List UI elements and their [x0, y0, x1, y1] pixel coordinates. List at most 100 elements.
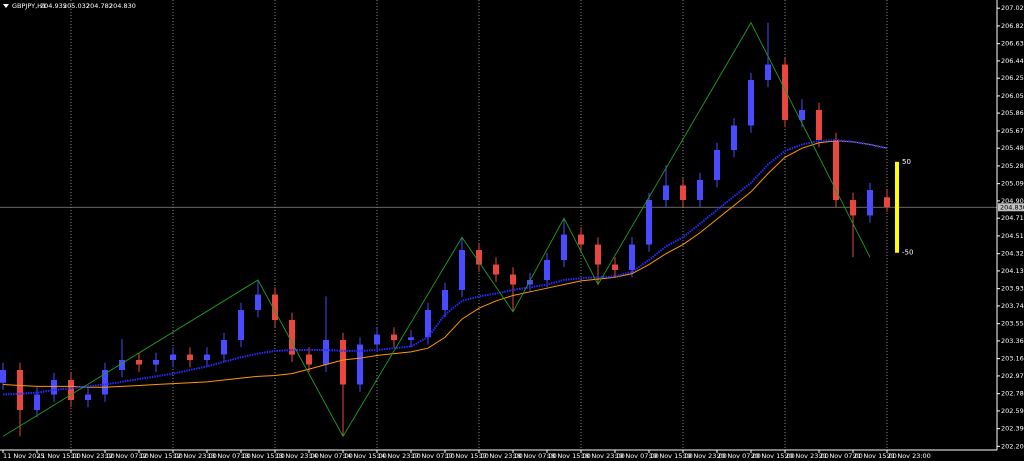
candle-body: [408, 337, 414, 340]
candle-body: [442, 290, 448, 310]
x-tick-label: 17 Nov 15:00: [445, 452, 489, 460]
y-tick-label: 203.165: [1001, 355, 1024, 363]
last-price-tag: [998, 203, 1024, 212]
candle-body: [629, 244, 635, 270]
candle-body: [663, 185, 669, 200]
x-tick-label: 14 Nov 15:00: [343, 452, 387, 460]
x-tick-label: 18 Nov 07:00: [513, 452, 557, 460]
x-tick-label: 21 Nov 23:00: [887, 452, 931, 460]
y-tick-label: 205.866: [1001, 109, 1024, 117]
x-tick-label: 17 Nov 23:00: [479, 452, 523, 460]
candle-body: [731, 125, 737, 150]
x-tick-label: 17 Nov 07:00: [411, 452, 455, 460]
candle-body: [714, 150, 720, 180]
x-tick-label: 11 Nov 2025: [3, 452, 45, 460]
y-tick-label: 203.745: [1001, 302, 1024, 310]
x-tick-label: 11 Nov 23:00: [71, 452, 115, 460]
candle-body: [799, 110, 805, 120]
candle-body: [544, 260, 550, 280]
x-tick-label: 13 Nov 07:00: [207, 452, 251, 460]
candle-body: [68, 380, 74, 400]
moving-average: [2, 138, 888, 396]
candle-body: [17, 370, 23, 410]
candle-body: [374, 334, 380, 345]
x-tick-label: 12 Nov 23:00: [173, 452, 217, 460]
x-tick-label: 12 Nov 15:00: [139, 452, 183, 460]
y-tick-label: 203.935: [1001, 285, 1024, 293]
candle-body: [680, 185, 686, 200]
level-bar: [895, 161, 899, 253]
candle-body: [153, 360, 159, 365]
x-tick-label: 14 Nov 07:00: [309, 452, 353, 460]
y-tick-label: 205.285: [1001, 162, 1024, 170]
quote-close: 204.830: [109, 2, 136, 10]
candle-body: [850, 200, 856, 216]
last-price-label: 204.830: [1000, 203, 1024, 211]
candle-body: [272, 294, 278, 320]
candle-body: [34, 394, 40, 410]
candle-body: [833, 140, 839, 200]
y-tick-label: 205.090: [1001, 180, 1024, 188]
y-tick-label: 207.020: [1001, 4, 1024, 12]
candle-body: [748, 80, 754, 126]
candle-body: [119, 360, 125, 370]
candle-body: [425, 310, 431, 338]
candle-body: [340, 340, 346, 385]
candle-body: [221, 340, 227, 355]
candle-body: [578, 234, 584, 245]
x-tick-label: 13 Nov 15:00: [241, 452, 285, 460]
y-tick-label: 206.440: [1001, 57, 1024, 65]
y-tick-label: 202.395: [1001, 425, 1024, 433]
plot-area: [0, 0, 997, 450]
y-tick-label: 205.480: [1001, 144, 1024, 152]
candle-body: [204, 354, 210, 360]
y-tick-label: 204.900: [1001, 197, 1024, 205]
y-tick-label: 204.130: [1001, 267, 1024, 275]
x-tick-label: 19 Nov 07:00: [615, 452, 659, 460]
candle-body: [493, 264, 499, 275]
candle-body: [595, 244, 601, 265]
x-tick-label: 20 Nov 23:00: [785, 452, 829, 460]
candle-body: [289, 320, 295, 355]
candle-body: [136, 360, 142, 365]
x-tick-label: 20 Nov 15:00: [751, 452, 795, 460]
x-tick-label: 13 Nov 23:00: [275, 452, 319, 460]
candle-body: [527, 280, 533, 285]
candle-body: [0, 370, 6, 383]
y-tick-label: 205.670: [1001, 127, 1024, 135]
zigzag-line: [2, 21, 871, 438]
menu-arrow[interactable]: [3, 4, 9, 8]
y-tick-label: 203.360: [1001, 337, 1024, 345]
candle-body: [476, 250, 482, 265]
candle-body: [306, 354, 312, 365]
candle-body: [391, 334, 397, 340]
y-tick-label: 204.710: [1001, 214, 1024, 222]
y-tick-label: 206.250: [1001, 74, 1024, 82]
x-tick-label: 18 Nov 23:00: [581, 452, 625, 460]
y-tick-label: 204.515: [1001, 232, 1024, 240]
candle-body: [85, 394, 91, 400]
candle-body: [357, 344, 363, 385]
candle-body: [51, 380, 57, 395]
y-tick-label: 206.055: [1001, 92, 1024, 100]
x-tick-label: 21 Nov 15:00: [853, 452, 897, 460]
candle-body: [323, 340, 329, 365]
y-tick-label: 206.825: [1001, 22, 1024, 30]
level-label: -50: [902, 249, 913, 257]
y-tick-label: 202.975: [1001, 372, 1024, 380]
candle-body: [561, 234, 567, 260]
candle-body: [459, 250, 465, 290]
candle-body: [884, 197, 890, 208]
candle-body: [646, 200, 652, 245]
candle-body: [612, 264, 618, 270]
x-tick-label: 21 Nov 07:00: [819, 452, 863, 460]
quote-open: 204.935: [40, 2, 67, 10]
quote-high: 205.032: [63, 2, 90, 10]
moving-average: [2, 140, 888, 388]
symbol-label: GBPJPY,H1: [12, 2, 46, 10]
x-tick-label: 14 Nov 23:00: [377, 452, 421, 460]
candle-body: [765, 64, 771, 80]
y-tick-label: 203.550: [1001, 320, 1024, 328]
candle-body: [782, 64, 788, 120]
